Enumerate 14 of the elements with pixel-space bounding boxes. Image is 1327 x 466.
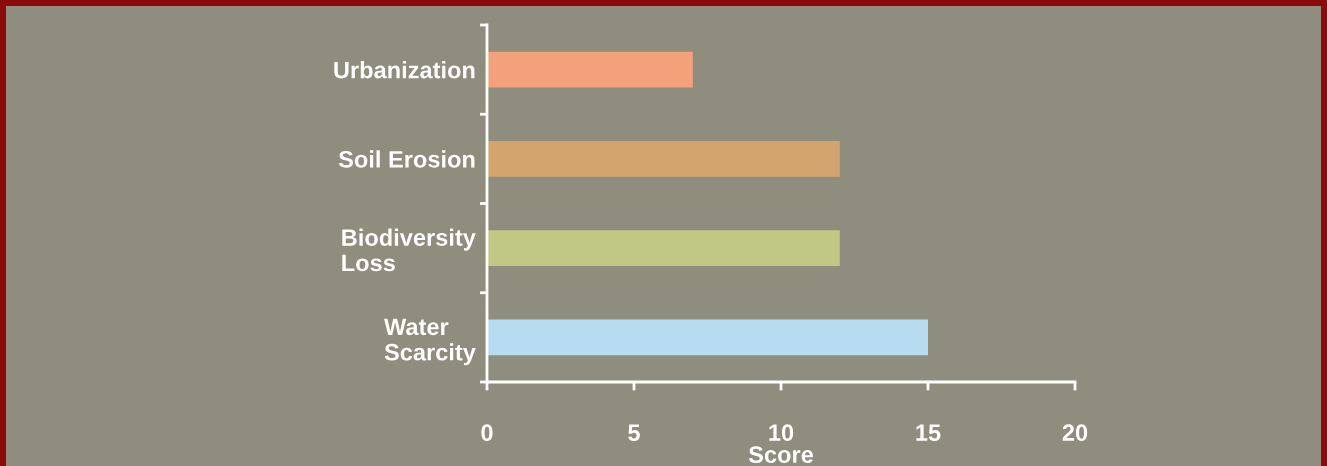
y-tick-label: Urbanization [334,61,475,79]
x-axis-title: Score [748,446,814,464]
y-tick-label: Soil Erosion [338,150,475,168]
x-tick-label: 15 [916,424,941,442]
x-tick-label: 5 [628,424,640,442]
y-tick-label: Biodiversity Loss [342,228,476,272]
y-tick-label: Water Scarcity [384,318,476,366]
x-tick-label: 0 [481,424,493,442]
bar [487,51,693,88]
bar [487,230,840,266]
x-tick-label: 10 [769,424,794,442]
x-tick-label: 20 [1062,424,1088,442]
bar [487,141,840,177]
bar [487,319,928,356]
